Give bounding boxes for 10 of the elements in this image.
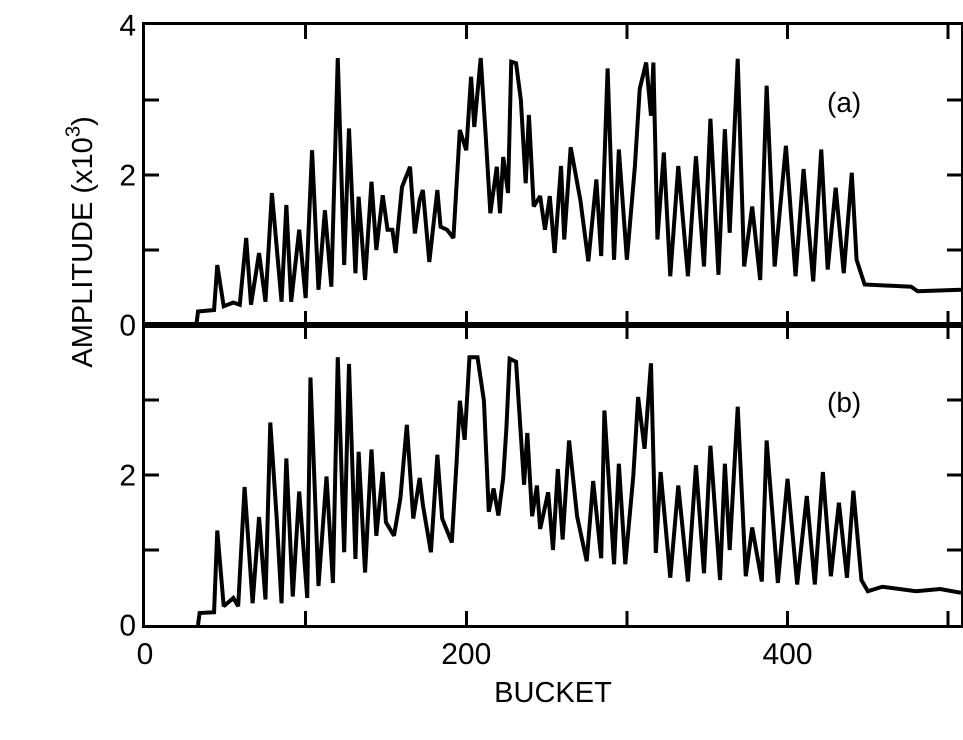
x-axis-title: BUCKET bbox=[494, 676, 612, 709]
y-tick-label: 2 bbox=[119, 460, 136, 492]
y-tick-label: 4 bbox=[119, 10, 136, 42]
x-tick-label: 200 bbox=[441, 638, 492, 671]
annotation: (b) bbox=[827, 387, 862, 418]
y-tick-label: 0 bbox=[119, 610, 136, 642]
annotation: (a) bbox=[827, 87, 862, 118]
x-tick-label: 400 bbox=[762, 638, 813, 671]
y-tick-label: 2 bbox=[119, 160, 136, 192]
y-tick-label: 0 bbox=[119, 310, 136, 342]
